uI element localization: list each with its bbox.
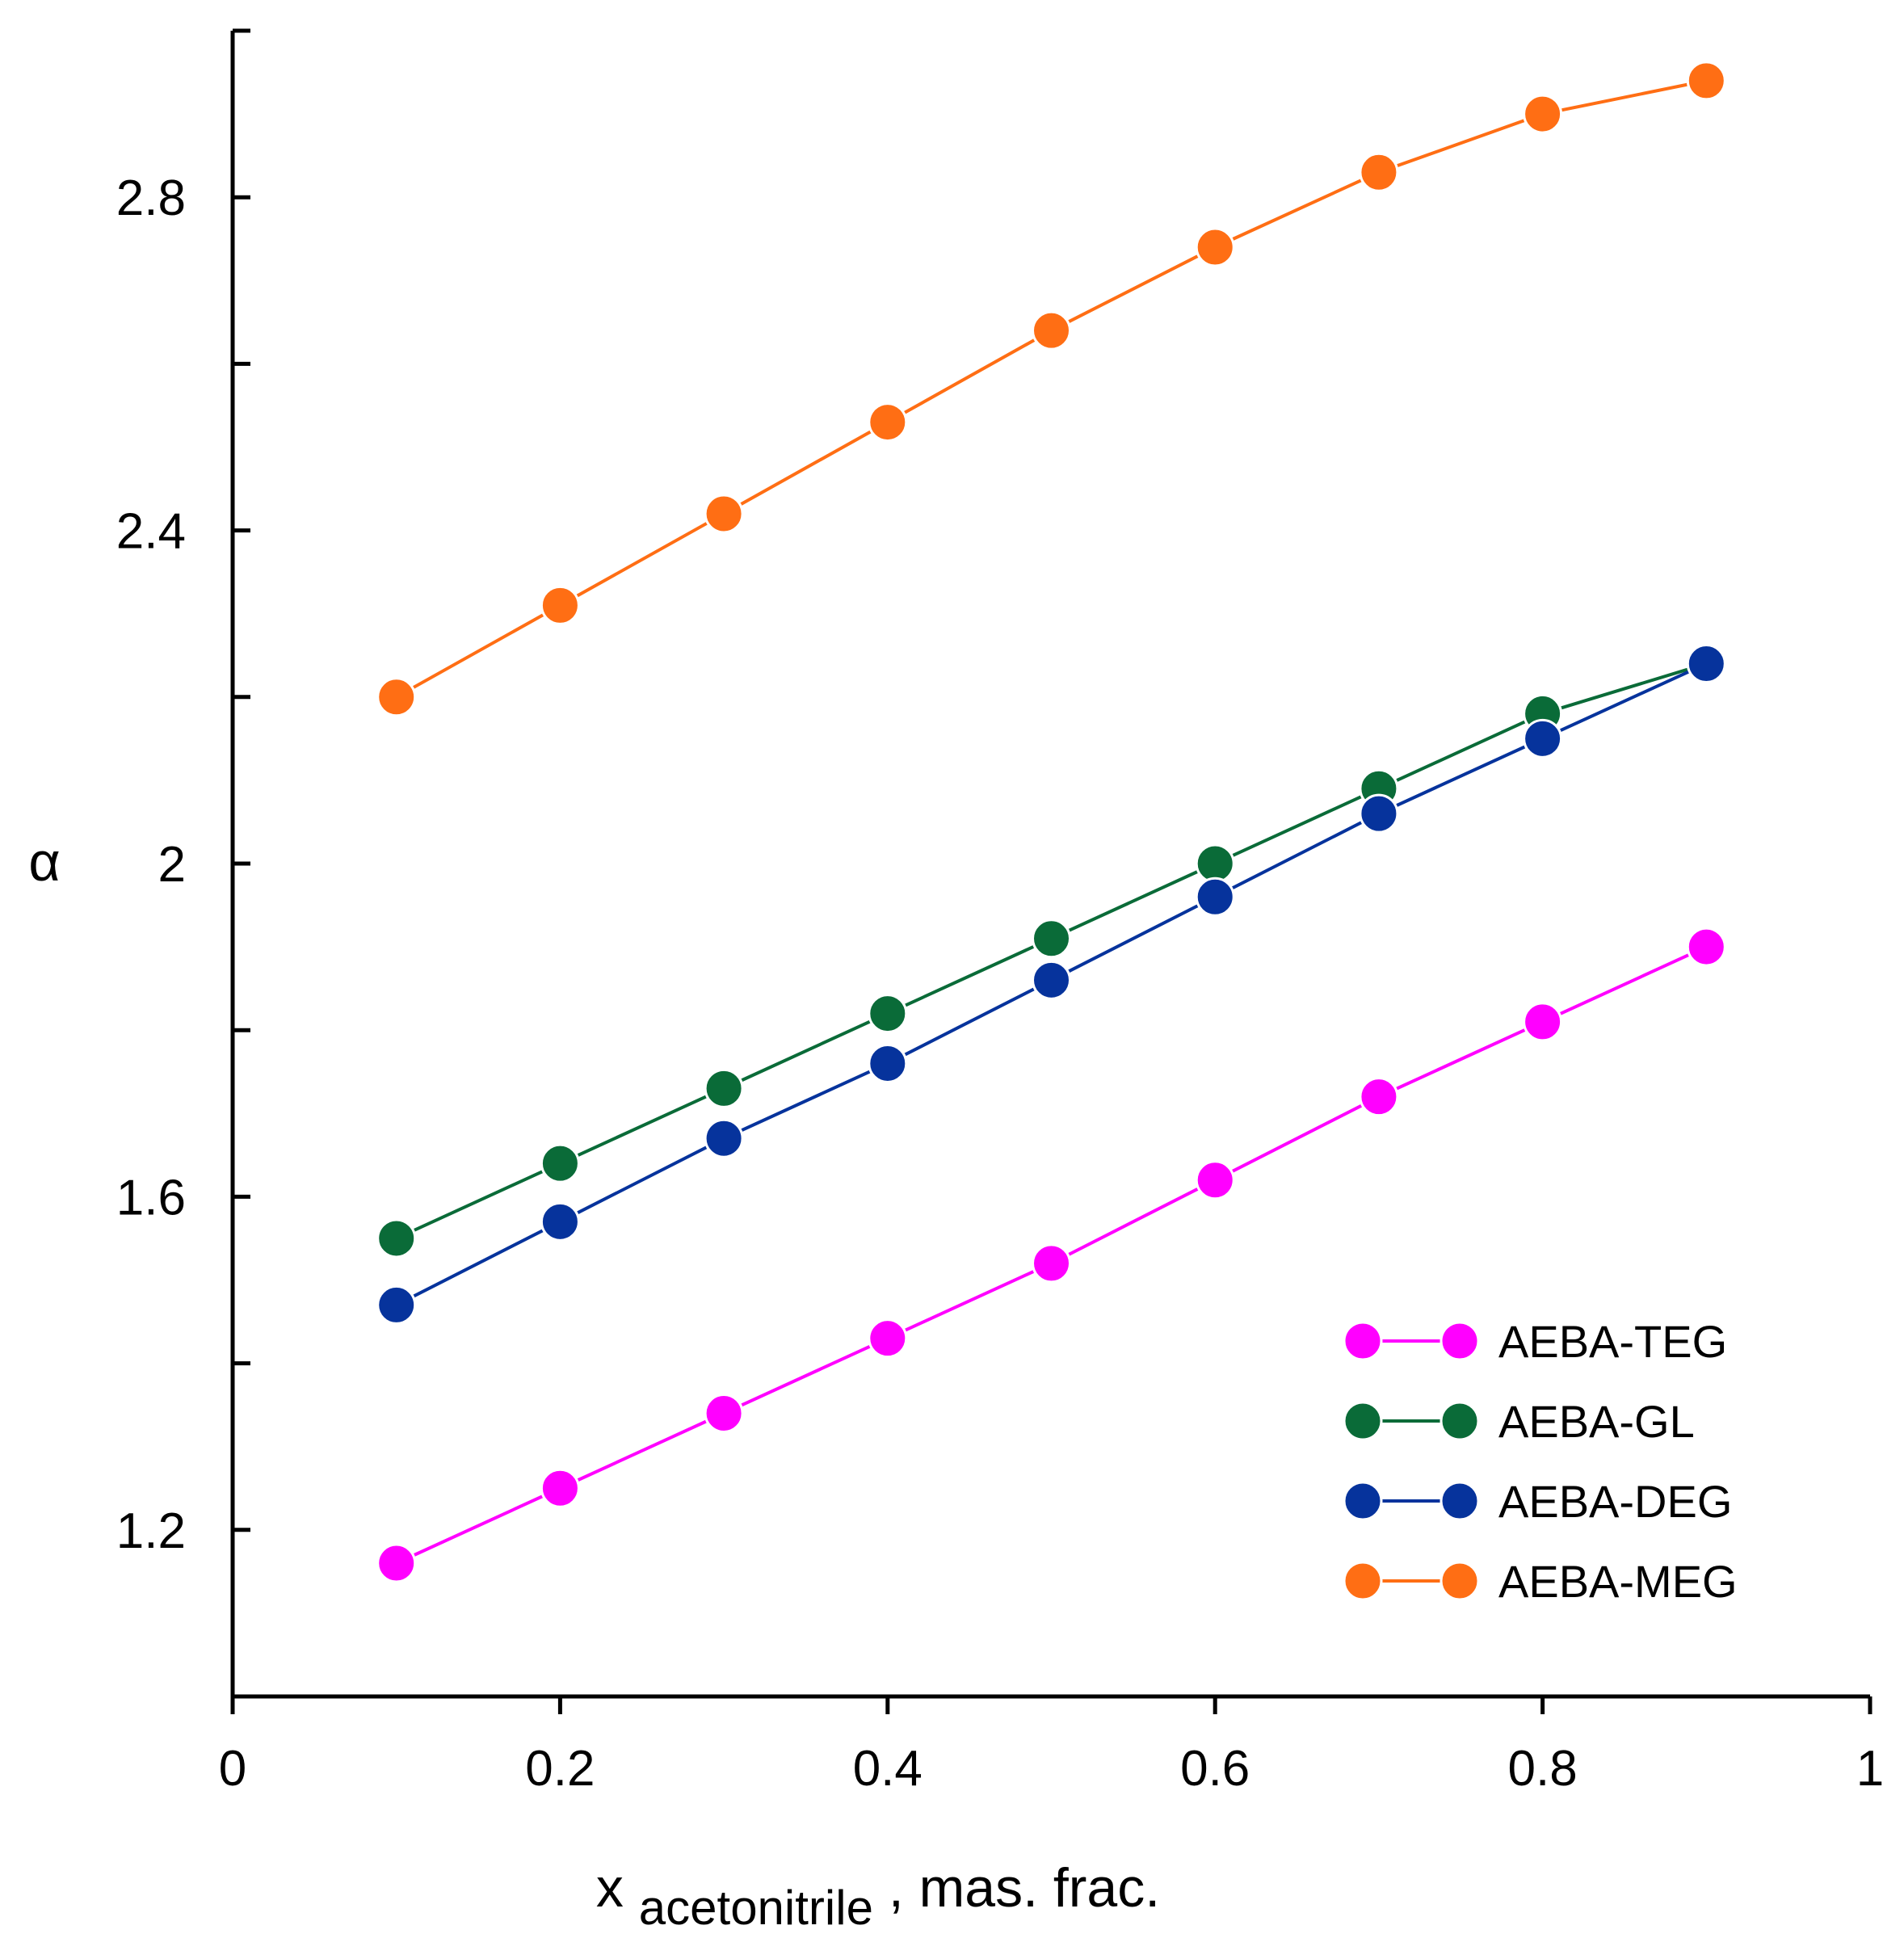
data-point — [1686, 644, 1726, 684]
legend-label: AEBA-TEG — [1498, 1316, 1727, 1367]
data-point — [1523, 718, 1563, 759]
series-aeba-gl — [376, 644, 1726, 1259]
x-tick-label: 0.4 — [853, 1741, 923, 1797]
tick-labels: 0 0.2 0.4 0.6 0.8 1 1.2 1.6 2 2.4 2.8 — [116, 170, 1884, 1797]
data-point — [704, 1068, 744, 1108]
data-point — [1032, 919, 1071, 959]
data-point — [1359, 152, 1399, 192]
data-point — [1686, 61, 1726, 101]
series-aeba-meg — [376, 61, 1726, 717]
series-aeba-deg — [376, 644, 1726, 1325]
data-point — [704, 1393, 744, 1433]
data-point — [868, 994, 908, 1034]
data-point — [704, 494, 744, 534]
data-point — [540, 1201, 580, 1242]
data-point — [1032, 960, 1071, 1000]
x-tick-label: 0.2 — [525, 1741, 595, 1797]
legend-marker — [1343, 1401, 1383, 1441]
legend: AEBA-TEG AEBA-GL AEBA-DEG AEBA-MEG — [1343, 1316, 1738, 1607]
data-point — [1032, 310, 1071, 351]
series-line — [395, 78, 1707, 699]
legend-marker — [1343, 1561, 1383, 1601]
data-point — [540, 1143, 580, 1183]
y-tick-label: 2.8 — [116, 170, 186, 226]
series-aeba-teg — [376, 927, 1726, 1583]
legend-item-aeba-meg: AEBA-MEG — [1343, 1556, 1738, 1607]
data-point — [1195, 227, 1235, 267]
y-axis-title: α — [28, 831, 60, 893]
data-point — [1195, 1160, 1235, 1200]
y-tick-label: 1.2 — [116, 1503, 186, 1559]
data-point — [1032, 1243, 1071, 1284]
x-tick-label: 0.8 — [1507, 1741, 1577, 1797]
x-axis-title-subscript: acetonitrile — [639, 1881, 873, 1935]
data-point — [376, 677, 417, 717]
legend-marker — [1343, 1481, 1383, 1521]
axes — [230, 28, 1872, 1714]
x-axis-title-main: x — [596, 1857, 624, 1919]
data-point — [540, 1468, 580, 1508]
legend-marker — [1343, 1321, 1383, 1361]
data-point — [868, 1318, 908, 1359]
x-tick-label: 0.6 — [1180, 1741, 1250, 1797]
data-point — [1359, 1077, 1399, 1117]
data-point — [1523, 1002, 1563, 1042]
legend-marker — [1440, 1561, 1480, 1601]
y-tick-label: 2 — [158, 837, 186, 893]
legend-item-aeba-teg: AEBA-TEG — [1343, 1316, 1727, 1367]
legend-label: AEBA-DEG — [1498, 1476, 1732, 1527]
legend-marker — [1440, 1321, 1480, 1361]
data-point — [1523, 94, 1563, 134]
data-point — [540, 585, 580, 625]
data-point — [868, 402, 908, 443]
data-point — [868, 1043, 908, 1083]
data-point — [1195, 843, 1235, 884]
data-point — [376, 1284, 417, 1325]
data-point — [1195, 877, 1235, 917]
legend-item-aeba-deg: AEBA-DEG — [1343, 1476, 1732, 1527]
series-layer — [376, 61, 1726, 1583]
y-tick-label: 1.6 — [116, 1170, 186, 1225]
data-point — [1359, 793, 1399, 834]
x-axis-title-suffix: , mas. frac. — [889, 1857, 1160, 1919]
legend-label: AEBA-GL — [1498, 1396, 1695, 1447]
legend-label: AEBA-MEG — [1498, 1556, 1738, 1607]
data-point — [376, 1218, 417, 1259]
legend-marker — [1440, 1401, 1480, 1441]
legend-item-aeba-gl: AEBA-GL — [1343, 1396, 1695, 1447]
x-axis-title: x acetonitrile , mas. frac. — [596, 1857, 1160, 1936]
data-point — [704, 1118, 744, 1158]
data-point — [376, 1543, 417, 1583]
y-tick-label: 2.4 — [116, 504, 186, 560]
legend-marker — [1440, 1481, 1480, 1521]
data-point — [1686, 927, 1726, 967]
x-tick-label: 0 — [219, 1741, 246, 1797]
x-tick-label: 1 — [1856, 1741, 1884, 1797]
